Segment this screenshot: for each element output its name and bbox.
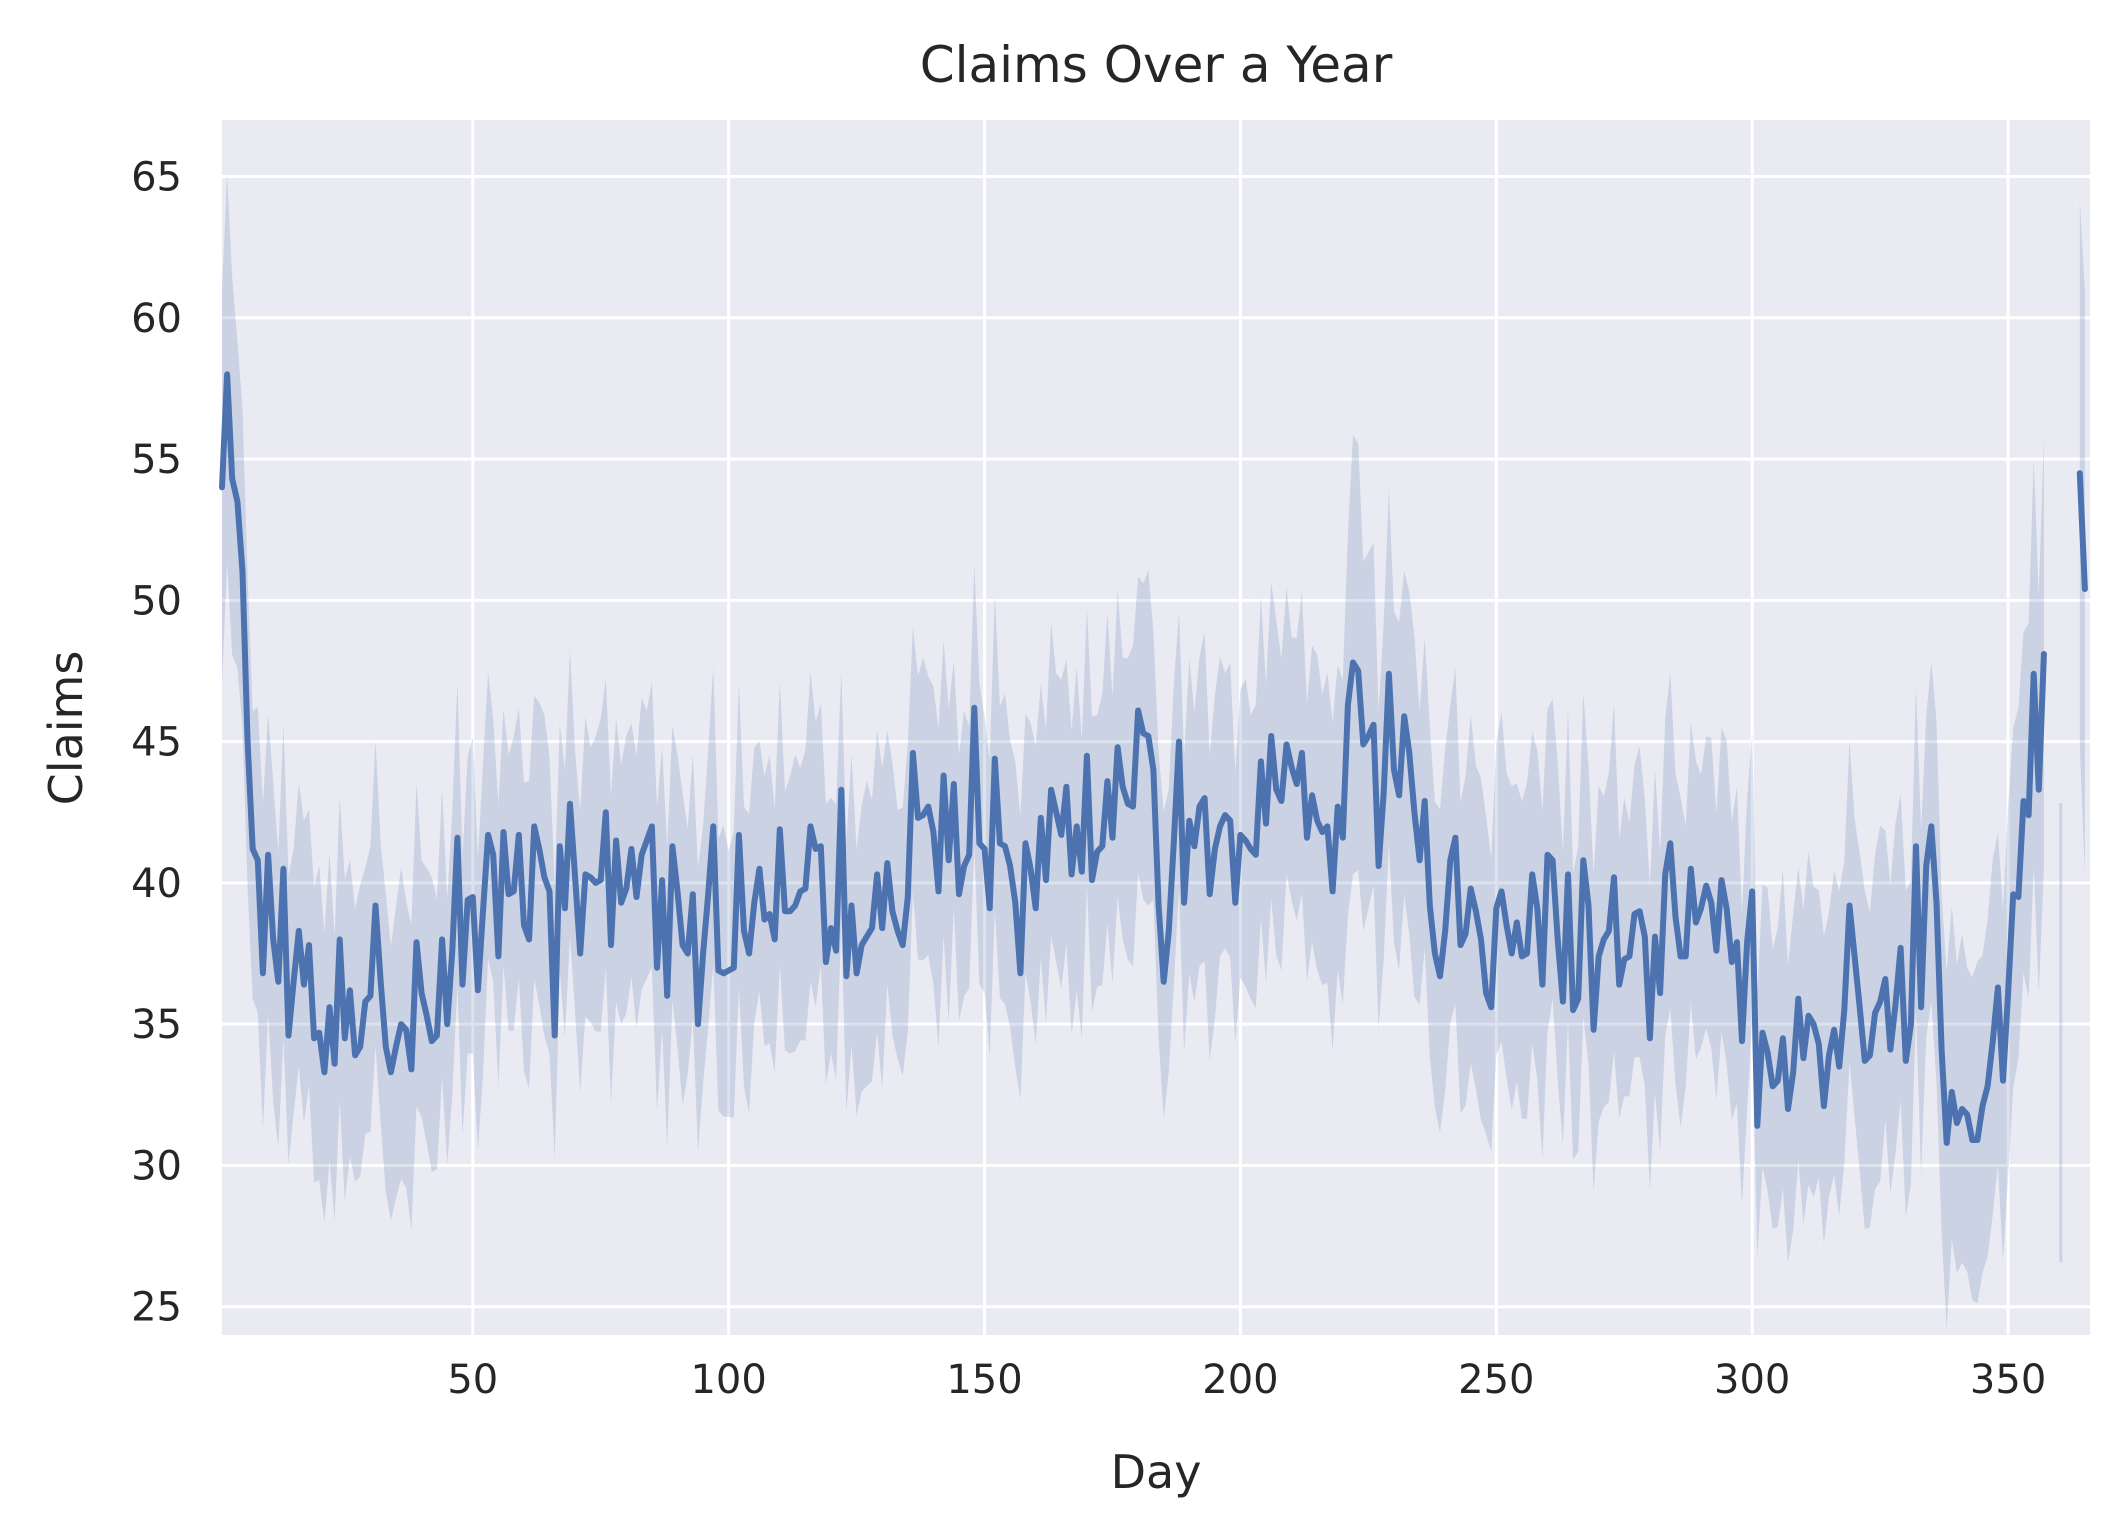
y-tick-label-55: 55 bbox=[131, 437, 182, 483]
x-tick-label-200: 200 bbox=[1202, 1357, 1278, 1403]
x-tick-label-150: 150 bbox=[946, 1357, 1022, 1403]
claims-series-line bbox=[219, 371, 2088, 1146]
y-tick-label-50: 50 bbox=[131, 578, 182, 624]
y-axis-label: Claims bbox=[39, 651, 93, 806]
y-tick-label-60: 60 bbox=[131, 296, 182, 342]
x-tick-label-350: 350 bbox=[1970, 1357, 2046, 1403]
x-tick-labels: 50 100 150 200 250 300 350 bbox=[447, 1357, 2046, 1403]
y-tick-label-25: 25 bbox=[131, 1285, 182, 1331]
x-tick-label-100: 100 bbox=[690, 1357, 766, 1403]
series-line-segment-2 bbox=[2076, 470, 2088, 592]
plot-background bbox=[222, 120, 2090, 1335]
chart-title: Claims Over a Year bbox=[920, 36, 1393, 94]
x-tick-label-50: 50 bbox=[447, 1357, 498, 1403]
y-tick-label-65: 65 bbox=[131, 155, 182, 201]
y-tick-label-40: 40 bbox=[131, 861, 182, 907]
x-tick-label-300: 300 bbox=[1714, 1357, 1790, 1403]
y-tick-labels: 25 30 35 40 45 50 55 60 65 bbox=[131, 155, 182, 1331]
x-axis-label: Day bbox=[1111, 1445, 1202, 1499]
x-tick-label-250: 250 bbox=[1458, 1357, 1534, 1403]
y-tick-label-35: 35 bbox=[131, 1002, 182, 1048]
x-gridlines bbox=[471, 120, 2010, 1335]
series-line-segment-0 bbox=[219, 371, 2047, 1146]
y-tick-label-45: 45 bbox=[131, 720, 182, 766]
y-tick-label-30: 30 bbox=[131, 1143, 182, 1189]
